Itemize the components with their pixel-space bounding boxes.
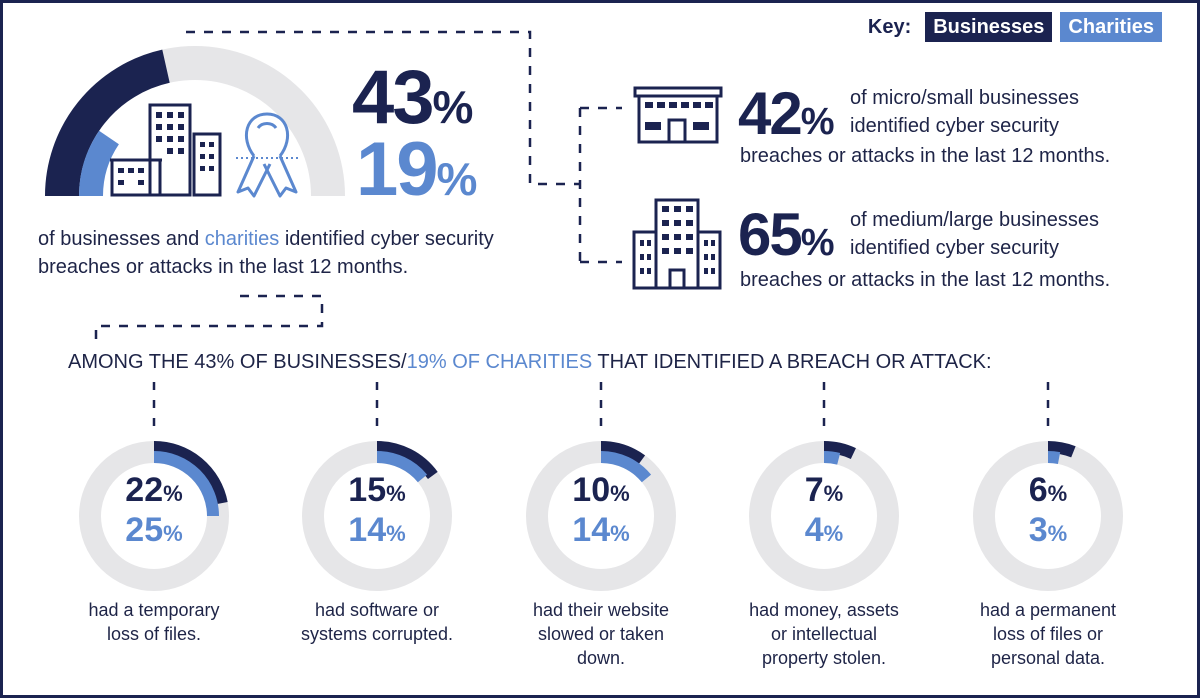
donut-label-line: had their website xyxy=(532,600,670,620)
donut-item: 7% 4% xyxy=(749,470,899,590)
headline-businesses-value: 43% xyxy=(352,55,474,140)
headline-gauge-charities xyxy=(79,130,120,197)
medium-large-caption: of medium/large businesses identified cy… xyxy=(850,209,1100,259)
donut-businesses-arc xyxy=(1047,441,1076,458)
micro-small-value: 42% xyxy=(738,80,835,147)
donut-label-line: slowed or taken xyxy=(537,624,665,644)
donut-businesses-value: 15% xyxy=(348,471,406,509)
shop-front-icon xyxy=(633,86,723,144)
donut-label-line: had a permanent xyxy=(979,600,1117,620)
donut-label: had money, assets or intellectual property… xyxy=(714,598,934,670)
donut-item: 15% 14% xyxy=(302,470,452,590)
donut-charities-value: 4% xyxy=(804,511,844,549)
donut-businesses-arc xyxy=(376,441,438,480)
donut-businesses-arc xyxy=(153,441,228,505)
headline-caption: of businesses and charities identified c… xyxy=(38,228,494,278)
donut-charities-arc xyxy=(600,451,652,483)
donut-businesses-arc xyxy=(823,441,856,460)
donut-businesses-value: 6% xyxy=(1028,471,1068,509)
micro-small-caption-2: breaches or attacks in the last 12 month… xyxy=(740,145,1111,167)
donut-label-line: loss of files. xyxy=(106,624,202,644)
donut-label-line: had a temporary xyxy=(88,600,220,620)
donut-businesses-value: 7% xyxy=(804,471,844,509)
legend-businesses: Businesses xyxy=(925,12,1053,42)
headline-charities-value: 19% xyxy=(356,127,478,212)
micro-small-caption: of micro/small businesses identified cyb… xyxy=(850,87,1079,137)
donut-charities-value: 14% xyxy=(572,511,630,549)
donut-label-line: systems corrupted. xyxy=(300,624,454,644)
donut-charities-value: 14% xyxy=(348,511,406,549)
legend: Key: Businesses Charities xyxy=(868,12,1162,42)
donut-label: had their website slowed or taken down. xyxy=(491,598,711,670)
donut-item: 10% 14% xyxy=(526,470,676,590)
donut-charities-value: 3% xyxy=(1028,511,1068,549)
donut-label-line: had software or xyxy=(314,600,440,620)
donut-charities-arc xyxy=(1047,451,1061,464)
donut-charities-value: 25% xyxy=(125,511,183,549)
legend-label: Key: xyxy=(867,15,912,38)
legend-charities: Charities xyxy=(1060,12,1162,42)
donut-businesses-value: 22% xyxy=(125,471,183,509)
donut-charities-arc xyxy=(153,451,219,517)
donut-label-line: or intellectual xyxy=(770,624,878,644)
donut-charities-arc xyxy=(376,451,428,483)
donut-item: 6% 3% xyxy=(973,470,1123,590)
donut-label-line: property stolen. xyxy=(761,648,887,668)
medium-large-caption-2: breaches or attacks in the last 12 month… xyxy=(740,269,1111,291)
donut-item: 22% 25% xyxy=(79,470,229,590)
donut-label-line: loss of files or xyxy=(992,624,1104,644)
tall-office-icon xyxy=(632,198,722,290)
office-buildings-icon xyxy=(110,103,222,197)
donut-label-line: down. xyxy=(576,648,626,668)
donut-label-line: had money, assets xyxy=(749,600,899,620)
donut-label: had a temporary loss of files. xyxy=(44,598,264,646)
headline-gauge-businesses xyxy=(45,49,171,197)
charity-ribbon-icon xyxy=(236,112,298,198)
donut-label: had software or systems corrupted. xyxy=(267,598,487,646)
donut-businesses-arc xyxy=(600,441,646,466)
donut-charities-arc xyxy=(823,451,841,465)
donut-businesses-value: 10% xyxy=(572,471,630,509)
donut-label-line: personal data. xyxy=(990,648,1106,668)
donut-label: had a permanent loss of files or personal … xyxy=(938,598,1158,670)
medium-large-value: 65% xyxy=(738,201,835,268)
section-header: AMONG THE 43% OF BUSINESSES/19% OF CHARI… xyxy=(68,351,992,373)
